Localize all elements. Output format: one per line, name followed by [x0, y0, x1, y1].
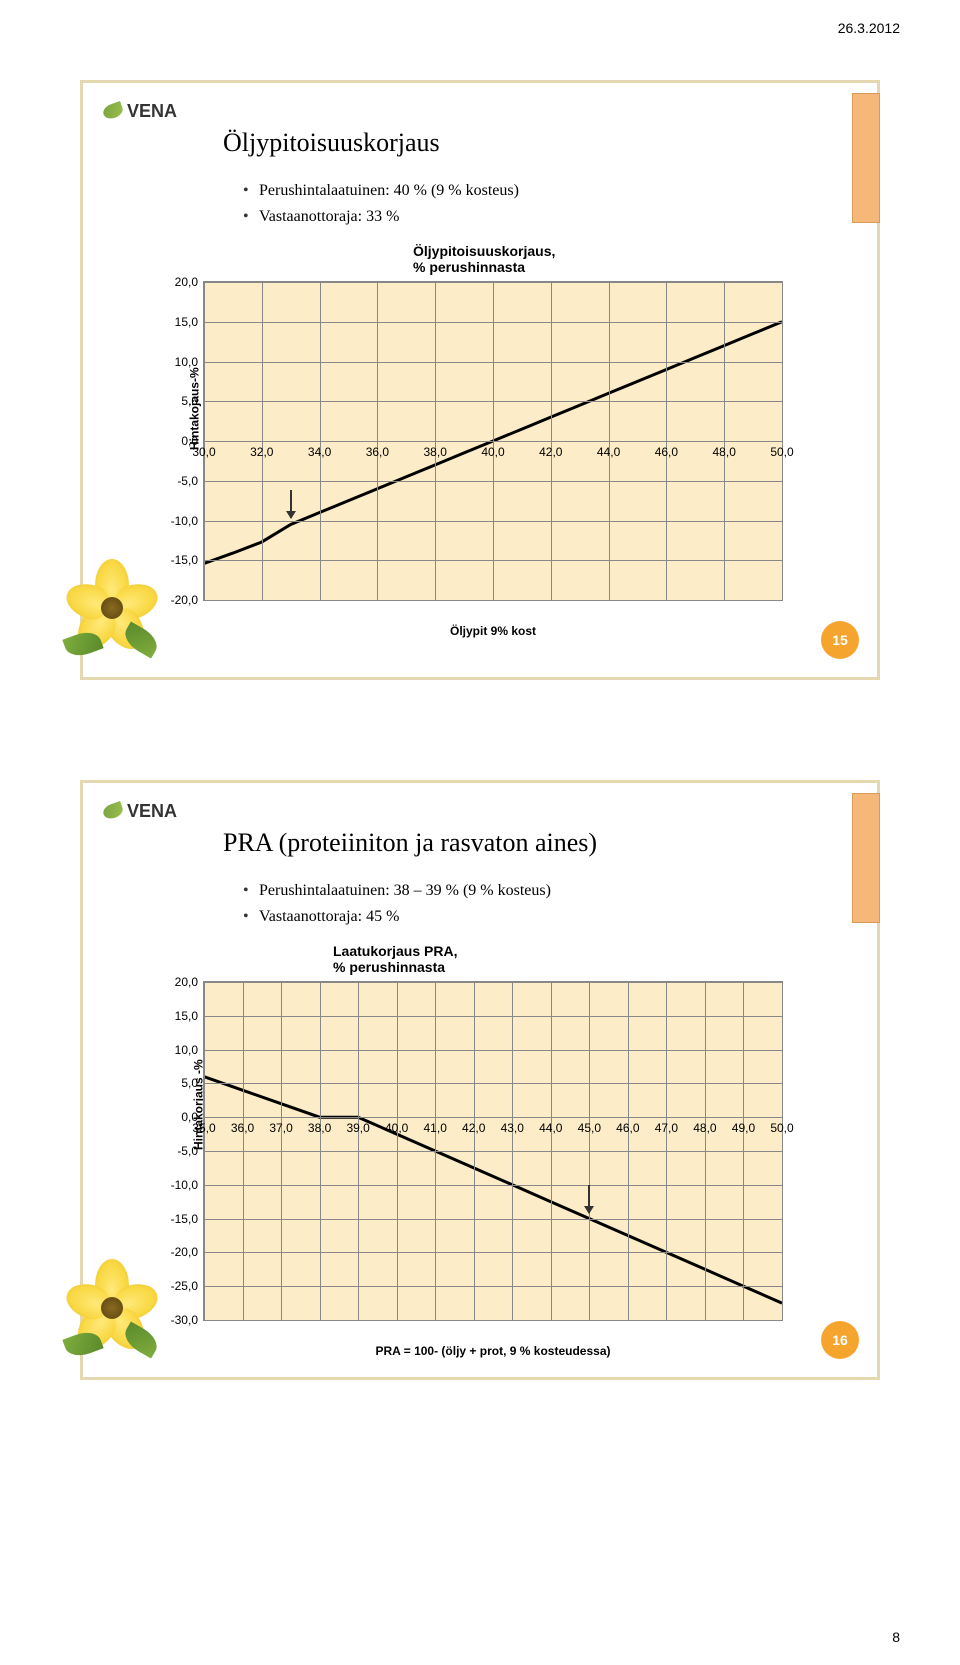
slide2-bullets: Perushintalaatuinen: 38 – 39 % (9 % kost…: [243, 878, 551, 929]
flower-decoration: [65, 557, 160, 652]
x-tick-label: 32,0: [250, 445, 273, 459]
x-tick-label: 46,0: [655, 445, 678, 459]
brand-logo: VENA: [103, 798, 223, 824]
slide2-number-badge: 16: [821, 1321, 859, 1359]
y-tick-label: 20,0: [175, 975, 198, 989]
x-tick-label: 40,0: [385, 1121, 408, 1135]
highlight-arrow: [290, 490, 292, 518]
logo-leaf-icon: [101, 801, 125, 821]
y-tick-label: 5,0: [181, 394, 198, 408]
x-tick-label: 44,0: [539, 1121, 562, 1135]
slide-2: VENA PRA (proteiiniton ja rasvaton aines…: [80, 780, 880, 1380]
x-tick-label: 38,0: [424, 445, 447, 459]
flower-decoration: [65, 1257, 160, 1352]
slide2-chart: Laatukorjaus PRA, % perushinnasta Hintak…: [133, 943, 813, 1321]
slide1-title: Öljypitoisuuskorjaus: [223, 128, 440, 158]
slide1-number-badge: 15: [821, 621, 859, 659]
slide2-title: PRA (proteiiniton ja rasvaton aines): [223, 828, 597, 858]
page-number: 8: [892, 1629, 900, 1645]
bullet-item: Vastaanottoraja: 45 %: [243, 904, 551, 930]
x-tick-label: 39,0: [346, 1121, 369, 1135]
y-tick-label: 10,0: [175, 1043, 198, 1057]
x-tick-label: 41,0: [424, 1121, 447, 1135]
brand-logo: VENA: [103, 98, 223, 124]
logo-text: VENA: [127, 801, 177, 822]
chart1-x-label: Öljypit 9% kost: [450, 624, 536, 638]
x-tick-label: 38,0: [308, 1121, 331, 1135]
x-tick-label: 34,0: [308, 445, 331, 459]
logo-leaf-icon: [101, 101, 125, 121]
x-tick-label: 40,0: [481, 445, 504, 459]
y-tick-label: 5,0: [181, 1076, 198, 1090]
x-tick-label: 49,0: [732, 1121, 755, 1135]
x-tick-label: 30,0: [192, 445, 215, 459]
y-tick-label: -5,0: [177, 474, 198, 488]
chart2-plot: PRA = 100- (öljy + prot, 9 % kosteudessa…: [203, 981, 783, 1321]
accent-tab: [852, 93, 880, 223]
y-tick-label: -15,0: [171, 553, 198, 567]
slide1-chart: Öljypitoisuuskorjaus, % perushinnasta Hi…: [133, 243, 813, 601]
logo-text: VENA: [127, 101, 177, 122]
y-tick-label: -25,0: [171, 1279, 198, 1293]
y-tick-label: -20,0: [171, 593, 198, 607]
chart1-title-line1: Öljypitoisuuskorjaus,: [413, 243, 813, 259]
y-tick-label: -10,0: [171, 1178, 198, 1192]
x-tick-label: 36,0: [231, 1121, 254, 1135]
x-tick-label: 48,0: [713, 445, 736, 459]
chart2-title-line2: % perushinnasta: [333, 959, 813, 975]
x-tick-label: 50,0: [770, 1121, 793, 1135]
accent-tab: [852, 793, 880, 923]
y-tick-label: -30,0: [171, 1313, 198, 1327]
y-tick-label: 15,0: [175, 315, 198, 329]
x-tick-label: 36,0: [366, 445, 389, 459]
x-tick-label: 37,0: [269, 1121, 292, 1135]
slide1-bullets: Perushintalaatuinen: 40 % (9 % kosteus) …: [243, 178, 519, 229]
y-tick-label: 10,0: [175, 355, 198, 369]
x-tick-label: 48,0: [693, 1121, 716, 1135]
chart2-x-label: PRA = 100- (öljy + prot, 9 % kosteudessa…: [376, 1344, 611, 1358]
y-tick-label: -5,0: [177, 1144, 198, 1158]
y-tick-label: 20,0: [175, 275, 198, 289]
highlight-arrow: [588, 1185, 590, 1213]
x-tick-label: 50,0: [770, 445, 793, 459]
x-tick-label: 45,0: [578, 1121, 601, 1135]
x-tick-label: 46,0: [616, 1121, 639, 1135]
x-tick-label: 42,0: [539, 445, 562, 459]
x-tick-label: 43,0: [501, 1121, 524, 1135]
slide-1: VENA Öljypitoisuuskorjaus Perushintalaat…: [80, 80, 880, 680]
y-tick-label: -20,0: [171, 1245, 198, 1259]
bullet-item: Perushintalaatuinen: 38 – 39 % (9 % kost…: [243, 878, 551, 904]
x-tick-label: 44,0: [597, 445, 620, 459]
x-tick-label: 42,0: [462, 1121, 485, 1135]
bullet-item: Vastaanottoraja: 33 %: [243, 204, 519, 230]
chart2-title-line1: Laatukorjaus PRA,: [333, 943, 813, 959]
y-tick-label: -15,0: [171, 1212, 198, 1226]
y-tick-label: -10,0: [171, 514, 198, 528]
x-tick-label: 47,0: [655, 1121, 678, 1135]
chart1-plot: Öljypit 9% kost 20,015,010,05,00,0-5,0-1…: [203, 281, 783, 601]
bullet-item: Perushintalaatuinen: 40 % (9 % kosteus): [243, 178, 519, 204]
page-date: 26.3.2012: [838, 20, 900, 36]
y-tick-label: 15,0: [175, 1009, 198, 1023]
chart1-title-line2: % perushinnasta: [413, 259, 813, 275]
x-tick-label: 35,0: [192, 1121, 215, 1135]
